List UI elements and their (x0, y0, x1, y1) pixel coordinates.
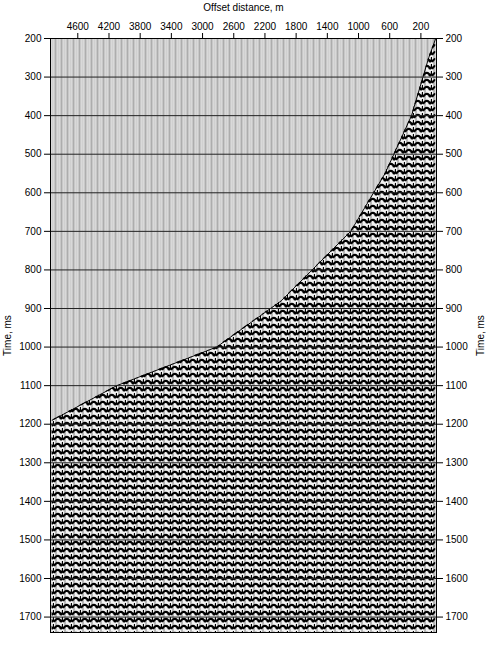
svg-text:600: 600 (446, 187, 463, 198)
svg-text:1700: 1700 (19, 611, 42, 622)
svg-text:300: 300 (446, 71, 463, 82)
svg-text:Time, ms: Time, ms (2, 315, 13, 356)
svg-text:600: 600 (25, 187, 42, 198)
svg-text:1600: 1600 (19, 573, 42, 584)
svg-text:2600: 2600 (223, 21, 246, 32)
svg-text:800: 800 (446, 264, 463, 275)
svg-text:3000: 3000 (191, 21, 214, 32)
svg-text:400: 400 (446, 110, 463, 121)
svg-text:200: 200 (25, 33, 42, 44)
svg-text:700: 700 (25, 226, 42, 237)
svg-text:1600: 1600 (446, 573, 469, 584)
svg-text:1400: 1400 (446, 496, 469, 507)
svg-text:1400: 1400 (316, 21, 339, 32)
svg-text:4200: 4200 (98, 21, 121, 32)
svg-text:700: 700 (446, 226, 463, 237)
svg-text:900: 900 (25, 303, 42, 314)
svg-text:1300: 1300 (446, 457, 469, 468)
svg-text:1300: 1300 (19, 457, 42, 468)
svg-text:800: 800 (25, 264, 42, 275)
svg-text:1400: 1400 (19, 496, 42, 507)
svg-text:500: 500 (25, 148, 42, 159)
svg-text:600: 600 (381, 21, 398, 32)
svg-text:1200: 1200 (19, 418, 42, 429)
svg-text:1200: 1200 (446, 418, 469, 429)
svg-text:1100: 1100 (446, 380, 468, 391)
svg-text:1100: 1100 (20, 380, 42, 391)
svg-text:1000: 1000 (446, 341, 469, 352)
svg-text:1000: 1000 (19, 341, 42, 352)
svg-text:3400: 3400 (160, 21, 183, 32)
svg-text:500: 500 (446, 148, 463, 159)
svg-text:300: 300 (25, 71, 42, 82)
svg-text:1700: 1700 (446, 611, 469, 622)
svg-text:Time, ms: Time, ms (475, 315, 486, 356)
svg-text:4600: 4600 (67, 21, 90, 32)
svg-text:900: 900 (446, 303, 463, 314)
svg-text:1800: 1800 (285, 21, 308, 32)
svg-text:400: 400 (25, 110, 42, 121)
svg-text:200: 200 (413, 21, 430, 32)
svg-text:1500: 1500 (19, 534, 42, 545)
svg-text:200: 200 (446, 33, 463, 44)
svg-text:1000: 1000 (347, 21, 370, 32)
svg-text:2200: 2200 (254, 21, 277, 32)
svg-text:1500: 1500 (446, 534, 469, 545)
svg-text:3800: 3800 (129, 21, 152, 32)
svg-text:Offset distance, m: Offset distance, m (203, 2, 283, 13)
